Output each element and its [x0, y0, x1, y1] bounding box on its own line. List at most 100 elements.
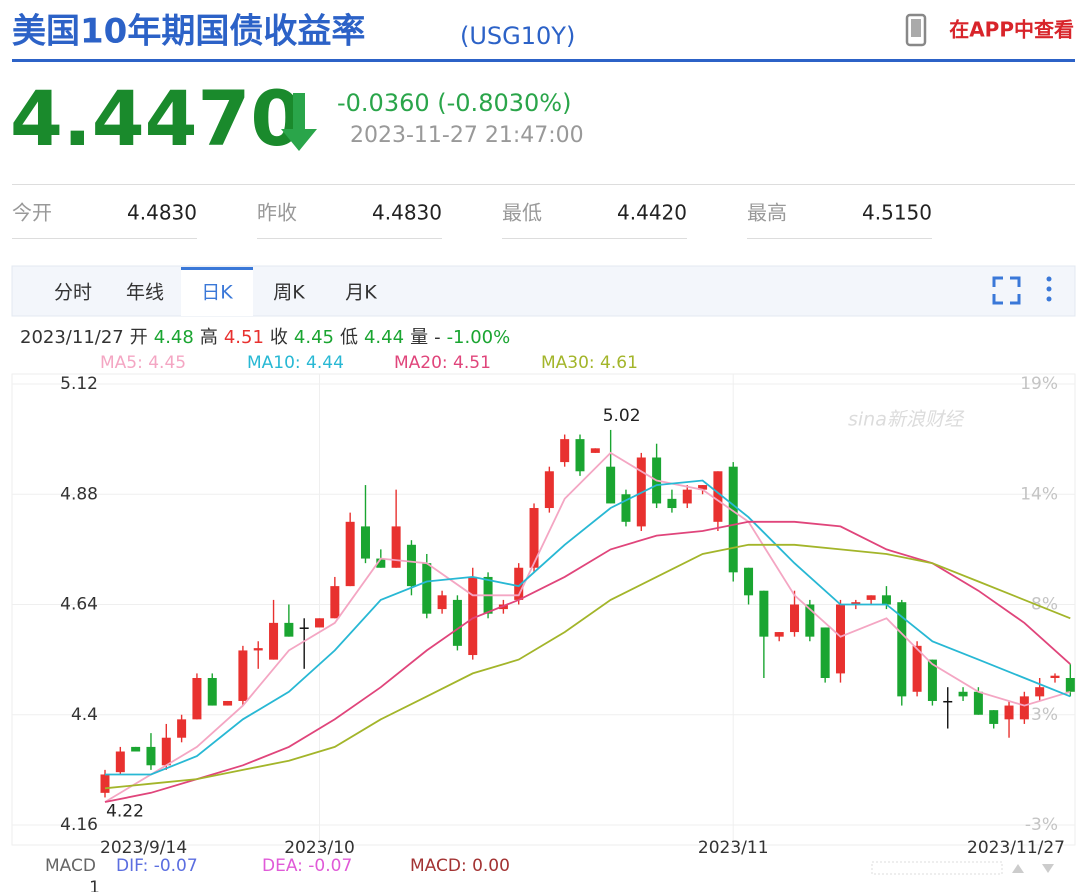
candle-body — [698, 485, 708, 490]
dot — [1046, 296, 1052, 302]
stat-underline — [12, 238, 197, 239]
candle-body — [989, 710, 999, 724]
phone-screen — [911, 19, 921, 37]
tab-selected-bar — [181, 267, 253, 270]
candle-body — [667, 498, 677, 509]
candle-body — [253, 648, 263, 651]
legend-entry: MA20: 4.51 — [394, 353, 491, 373]
candle-body — [360, 526, 370, 559]
legend-entry: MA10: 4.44 — [247, 353, 344, 373]
stat-underline — [747, 238, 932, 239]
y-tick-label: 5.12 — [60, 374, 98, 394]
macd-legend: MACD: 0.00 — [410, 856, 510, 876]
y-tick-label: 4.88 — [60, 484, 98, 504]
down-arrow — [281, 93, 317, 151]
info-text: 收 — [270, 327, 288, 348]
candle-body — [223, 700, 233, 706]
phone-outline — [905, 13, 927, 47]
annotation: 4.22 — [106, 801, 144, 821]
candle-body — [177, 719, 187, 738]
stat-value: 4.4420 — [617, 201, 687, 225]
y2-tick-label: -3% — [1025, 815, 1058, 835]
stat-underline — [502, 238, 687, 239]
info-text: 高 — [200, 327, 218, 348]
info-text: -1.00% — [447, 327, 511, 348]
tab[interactable]: 年线 — [126, 282, 164, 304]
info-text: 开 — [130, 327, 148, 348]
header-rule — [12, 59, 1075, 62]
candle-body — [759, 590, 769, 637]
fullscreen-icon[interactable] — [992, 276, 1021, 305]
quote-rule — [12, 184, 1075, 185]
info-text: 4.45 — [294, 327, 334, 348]
candle-body — [805, 604, 815, 637]
candle-body — [207, 678, 217, 706]
info-text: - — [434, 327, 441, 348]
candle-body — [376, 558, 386, 568]
candle-body — [881, 595, 891, 605]
candle-body — [529, 508, 539, 568]
y2-tick-label: 14% — [1020, 484, 1058, 504]
candle-body — [238, 650, 248, 701]
info-text: 低 — [340, 327, 358, 348]
candle-body — [146, 746, 156, 766]
info-text: 4.51 — [224, 327, 264, 348]
candle-body — [115, 751, 125, 773]
tab[interactable]: 月K — [345, 282, 377, 304]
info-text: 量 — [410, 327, 428, 348]
tab[interactable]: 周K — [273, 282, 305, 304]
info-text: 4.48 — [154, 327, 194, 348]
price-change: -0.0360 (-0.8030%) — [337, 89, 571, 117]
ma-line — [105, 479, 1071, 776]
more-icon[interactable] — [1046, 276, 1052, 302]
candle-body — [131, 746, 141, 752]
annotation: 5.02 — [603, 406, 641, 426]
phone-icon[interactable] — [905, 13, 927, 47]
ma-line — [104, 451, 1071, 803]
tab[interactable]: 日K — [201, 282, 233, 304]
stat-value: 4.4830 — [127, 201, 197, 225]
y-tick-label: 4.64 — [60, 595, 98, 615]
candle-body — [927, 659, 937, 701]
candle-body — [468, 576, 478, 656]
ma-line — [104, 543, 1071, 790]
candle-body — [299, 627, 309, 629]
y-tick-label: 4.4 — [71, 705, 98, 725]
candle-body — [682, 489, 692, 504]
stat-label: 今开 — [12, 201, 52, 225]
candle-body — [330, 586, 340, 619]
arrow-up — [1012, 864, 1024, 873]
stat-label: 最低 — [502, 201, 542, 225]
x-tick-label: 2023/10 — [284, 838, 355, 858]
fullscreen-glyph — [992, 276, 1021, 305]
x-tick-label: 2023/11 — [698, 838, 769, 858]
stat-label: 昨收 — [257, 201, 297, 225]
candle-body — [790, 604, 800, 633]
tab[interactable]: 分时 — [54, 282, 92, 304]
dot — [1046, 286, 1052, 292]
candle-body — [560, 439, 570, 463]
candle-body — [820, 627, 830, 678]
candle-body — [958, 691, 968, 697]
legend-entry: MA5: 4.45 — [100, 353, 186, 373]
x-tick-label: 2023/11/27 — [967, 838, 1065, 858]
dot — [1046, 276, 1052, 282]
candle-body — [192, 678, 202, 720]
scroll-arrows[interactable] — [1012, 864, 1054, 873]
ticker-code: (USG10Y) — [460, 22, 575, 50]
candle-body — [1004, 705, 1014, 720]
candle-body — [851, 602, 861, 605]
candle-body — [590, 448, 600, 453]
candle-body — [606, 466, 616, 504]
candle-body — [315, 618, 325, 628]
candle-body — [744, 567, 754, 596]
quote-time: 2023-11-27 21:47:00 — [350, 123, 584, 148]
macd-legend: DIF: -0.07 — [116, 856, 198, 876]
candle-body — [973, 691, 983, 715]
stat-label: 最高 — [747, 201, 787, 225]
candle-body — [437, 595, 447, 610]
open-in-app[interactable]: 在APP中查看 — [949, 18, 1074, 42]
candle-body — [575, 439, 585, 472]
stat-value: 4.5150 — [862, 201, 932, 225]
